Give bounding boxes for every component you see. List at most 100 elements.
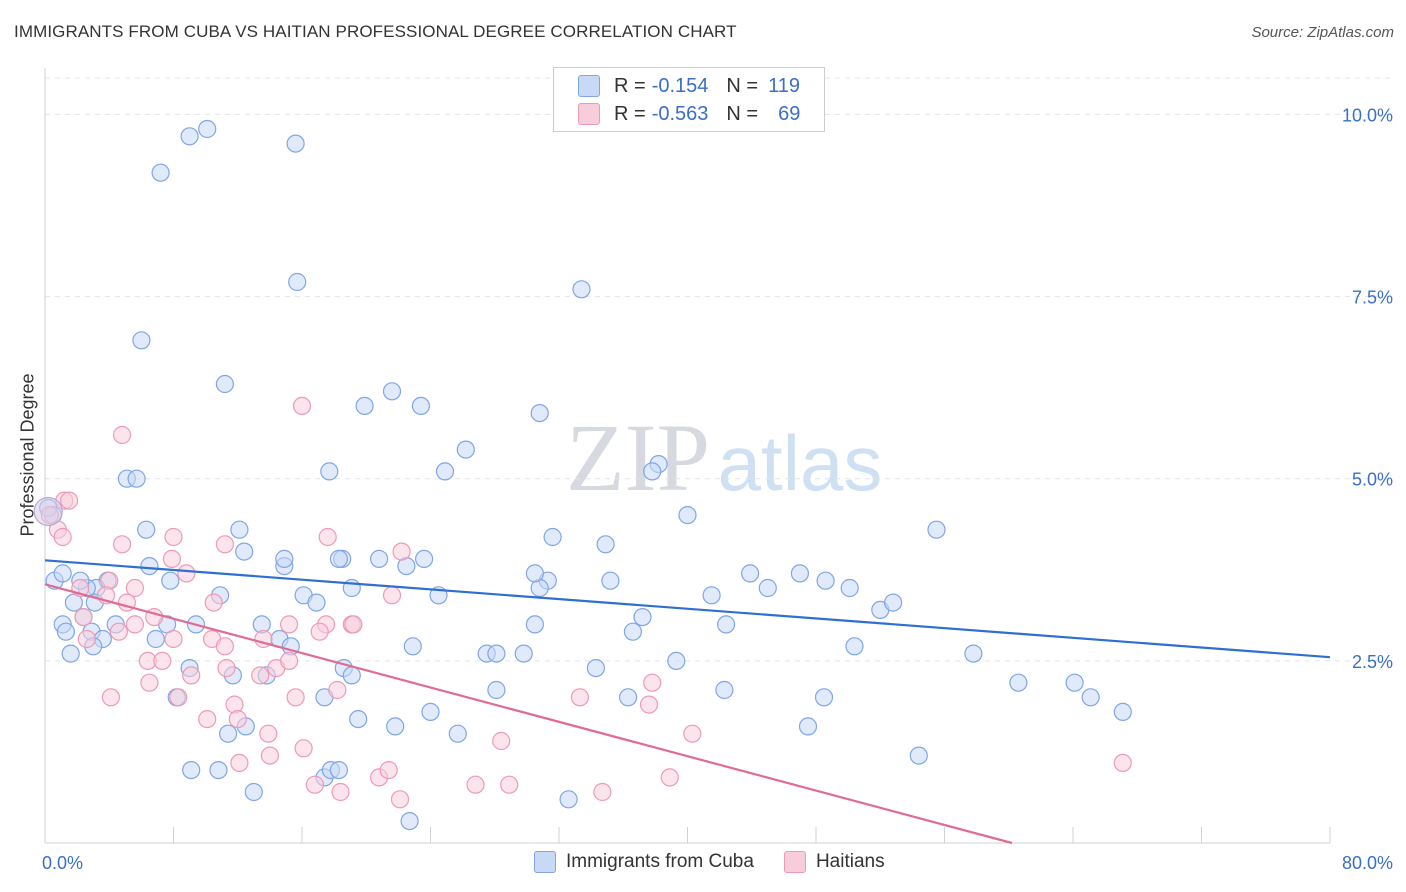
legend-r-value: -0.563 (651, 102, 709, 125)
cuba-point (329, 760, 348, 780)
haitian-point (305, 775, 324, 794)
haitian-point (280, 651, 299, 671)
legend-r-label: R = (614, 102, 646, 125)
haitian-point (230, 753, 249, 773)
y-tick-label: 2.5% (1352, 652, 1393, 672)
series-legend-item-cuba[interactable]: Immigrants from Cuba (534, 851, 754, 873)
cuba-point (382, 382, 402, 401)
cuba-point (798, 717, 818, 736)
cuba-point (530, 404, 549, 423)
haitian-point (217, 658, 236, 678)
haitian-point (182, 666, 201, 685)
legend-n-value: 119 (768, 74, 800, 97)
series-legend-label-haitians: Haitians (815, 851, 885, 872)
haitian-point (318, 527, 337, 547)
y-tick-label: 7.5% (1352, 288, 1393, 308)
cuba-point (435, 462, 455, 481)
cuba-point (307, 593, 326, 612)
cuba-point (161, 571, 180, 590)
haitian-trend-line (44, 583, 1013, 845)
haitian-point (593, 782, 612, 802)
haitian-point (639, 695, 659, 714)
haitian-point (643, 673, 662, 692)
haitian-point (392, 542, 411, 561)
cuba-point (180, 127, 199, 146)
haitian-point (125, 578, 144, 598)
cuba-point (740, 564, 760, 583)
cuba-point (1113, 702, 1132, 722)
haitian-point (215, 535, 234, 554)
cuba-point (623, 622, 643, 641)
cuba-point (716, 615, 736, 634)
legend-swatch-haitians (578, 103, 600, 125)
haitian-point (215, 637, 234, 656)
cuba-point (140, 556, 159, 576)
cuba-point (132, 331, 151, 350)
haitian-point (77, 629, 96, 649)
cuba-point (286, 134, 305, 153)
legend-r-label: R = (614, 74, 646, 97)
y-axis-label: Professional Degree (17, 373, 38, 537)
haitian-point (344, 615, 363, 634)
cuba-point (198, 119, 217, 139)
cuba-point (1081, 688, 1100, 707)
cuba-point (127, 469, 146, 488)
haitian-point (228, 709, 247, 729)
haitian-point (466, 775, 485, 794)
cuba-point (883, 593, 903, 612)
cuba-point (487, 644, 506, 663)
cuba-point (487, 680, 506, 700)
cuba-point (514, 644, 533, 663)
haitian-point (74, 607, 93, 627)
cuba-point (633, 607, 652, 627)
cuba-point (370, 549, 389, 569)
cuba-point (415, 549, 434, 569)
cuba-point (56, 622, 76, 641)
cuba-point (53, 564, 72, 583)
cuba-point (702, 586, 721, 605)
haitian-point (204, 593, 223, 612)
haitian-point (310, 622, 329, 641)
cuba-point (400, 811, 419, 831)
cuba-point (525, 615, 545, 634)
cuba-point (840, 578, 859, 598)
haitian-point (570, 688, 590, 707)
haitian-point (164, 629, 183, 649)
legend-n-value: 69 (778, 102, 801, 125)
cuba-point (137, 520, 156, 539)
trend-lines (44, 559, 1331, 845)
cuba-point (559, 790, 578, 809)
cuba-point (909, 746, 928, 765)
cuba-point (758, 578, 777, 598)
series-legend-item-haitians[interactable]: Haitians (783, 851, 885, 873)
series-legend-swatch-cuba (534, 851, 556, 873)
haitian-point (53, 527, 72, 547)
cuba-point (572, 280, 591, 299)
cuba-point (667, 651, 686, 671)
legend-swatch-cuba (578, 75, 600, 97)
cuba-point (964, 644, 983, 663)
cuba-point (342, 666, 361, 685)
haitian-point (259, 724, 278, 743)
haitian-point (112, 425, 132, 445)
cuba-point (329, 549, 348, 569)
legend-n-label: N = (726, 74, 759, 97)
cuba-point (411, 396, 430, 415)
haitian-point (125, 615, 144, 634)
watermark-atlas: atlas (718, 419, 883, 507)
series-legend-label-cuba: Immigrants from Cuba (566, 851, 754, 872)
cuba-point (403, 637, 422, 656)
cuba-point (320, 462, 339, 481)
overlap-point (33, 496, 63, 527)
haitian-point (260, 746, 279, 765)
haitian-point (101, 688, 121, 707)
cuba-point (586, 658, 606, 678)
legend-r-value: -0.154 (651, 74, 709, 97)
grid-lines (45, 77, 1395, 662)
legend-n-label: N = (726, 102, 759, 125)
cuba-point (151, 163, 170, 182)
haitian-point (280, 615, 299, 634)
cuba-point (182, 760, 201, 780)
cuba-point (230, 520, 249, 539)
haitian-point (390, 790, 410, 809)
